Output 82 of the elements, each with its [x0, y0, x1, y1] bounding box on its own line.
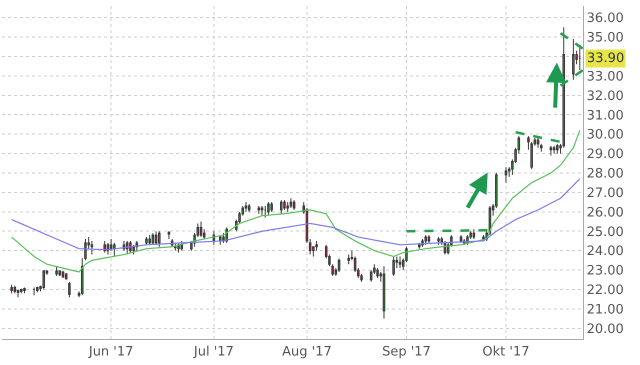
candlestick: [283, 200, 286, 210]
candlestick: [14, 285, 16, 294]
candlestick: [424, 234, 427, 246]
candlestick: [418, 242, 421, 250]
line-series: [11, 130, 580, 273]
line-series: [11, 178, 580, 250]
candlestick: [444, 240, 446, 256]
candlestick: [64, 272, 68, 280]
x-tick-label: Sep '17: [382, 344, 431, 360]
candlestick: [10, 284, 13, 294]
candlestick: [62, 270, 64, 278]
candlestick: [267, 202, 270, 216]
candlestick: [437, 236, 440, 246]
candlestick: [90, 240, 94, 256]
candlestick: [103, 240, 106, 254]
candlestick: [270, 202, 273, 212]
candlestick: [148, 234, 151, 246]
candlestick: [552, 145, 556, 154]
candlestick: [58, 270, 62, 276]
y-tick-label: 26.00: [586, 205, 624, 220]
text: 33.90: [587, 51, 624, 66]
candlestick: [158, 230, 161, 248]
candlestick: [154, 230, 158, 246]
y-tick-label: 20.00: [586, 322, 624, 337]
candlestick: [168, 230, 170, 240]
y-tick-label: 30.00: [586, 128, 624, 143]
y-tick-label: 25.00: [586, 224, 624, 240]
candlestick: [258, 205, 260, 214]
candlestick: [248, 204, 250, 212]
y-tick-label: 29.00: [586, 147, 624, 162]
candlestick: [55, 266, 58, 276]
y-tick-label: 21.00: [586, 302, 624, 318]
y-tick-label: 32.00: [586, 88, 624, 104]
candlestick: [145, 236, 148, 246]
candlestick: [572, 38, 575, 80]
candlestick: [504, 166, 508, 184]
candlestick: [260, 205, 264, 216]
candlestick: [460, 234, 462, 244]
candlestick: [482, 234, 485, 242]
candlestick: [292, 200, 296, 210]
x-tick-label: Jun '17: [88, 344, 134, 360]
y-tick-label: 24.00: [586, 244, 624, 260]
candlestick: [398, 256, 402, 269]
candlestick: [578, 44, 582, 71]
candlestick: [392, 256, 395, 276]
candlestick: [68, 281, 71, 298]
candlestick: [280, 200, 283, 214]
candlestick: [264, 205, 266, 218]
candlestick: [290, 198, 292, 208]
x-tick-label: Jul '17: [192, 344, 234, 360]
candlestick: [556, 143, 559, 154]
candlestick: [36, 286, 39, 293]
candlestick: [200, 221, 202, 238]
y-tick-label: 33.00: [586, 69, 624, 84]
candlestick: [550, 145, 552, 156]
candlestick: [244, 202, 248, 212]
y-tick-label: 23.00: [586, 264, 624, 279]
candlestick: [428, 234, 430, 244]
candlestick: [23, 287, 26, 294]
y-tick-label: 36.00: [586, 11, 624, 26]
candlestick: [113, 242, 116, 257]
y-tick-label: 31.00: [586, 108, 624, 124]
candlestick: [212, 230, 216, 246]
candlestick: [152, 232, 154, 246]
y-tick-label: 27.00: [586, 186, 624, 201]
candlestick: [42, 270, 46, 290]
candlestick: [536, 138, 540, 148]
candlestick: [382, 266, 386, 320]
candlestick: [347, 254, 350, 265]
candlestick: [32, 287, 36, 296]
candlestick: [110, 238, 112, 252]
candlestick: [286, 202, 289, 212]
x-tick-label: Aug '17: [282, 344, 332, 360]
candlestick: [338, 258, 340, 273]
candlestick: [20, 288, 23, 294]
y-tick-label: 28.00: [586, 166, 624, 182]
y-tick-label: 35.00: [586, 30, 624, 46]
candlestick: [376, 268, 379, 278]
x-tick-label: Okt '17: [482, 344, 530, 360]
candlestick: [472, 228, 476, 240]
candlestick: [16, 288, 20, 298]
y-tick-label: 22.00: [586, 283, 624, 298]
